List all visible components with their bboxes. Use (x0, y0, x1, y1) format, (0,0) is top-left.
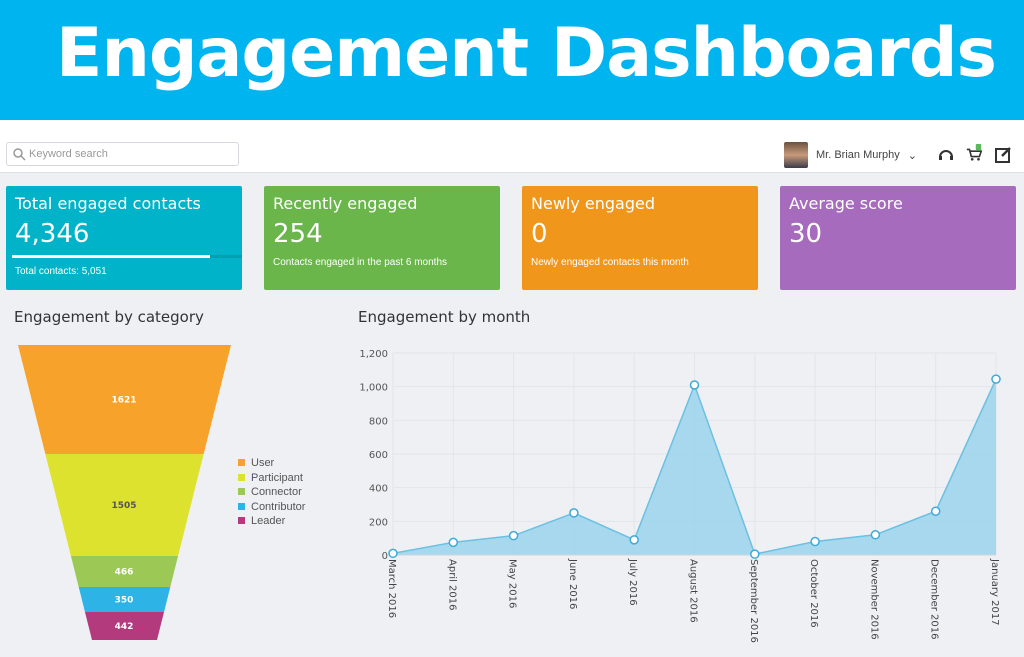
data-point[interactable] (750, 549, 760, 559)
legend-swatch (238, 517, 245, 524)
x-tick-label: August 2016 (688, 559, 699, 623)
funnel-segment-leader[interactable] (84, 612, 165, 640)
legend-item: Connector (238, 485, 305, 500)
data-point[interactable] (569, 508, 579, 518)
search-icon (13, 147, 26, 161)
legend-label: User (251, 457, 275, 469)
banner: Engagement Dashboards (0, 0, 1024, 120)
legend-swatch (238, 473, 245, 481)
card-newly-engaged: Newly engaged 0 Newly engaged contacts t… (522, 186, 758, 290)
y-tick-label: 0 (382, 551, 388, 562)
edit-icon[interactable] (994, 146, 1012, 164)
x-tick-label: July 2016 (627, 558, 638, 606)
card-subtitle: Total contacts: 5,051 (15, 266, 107, 277)
legend-item: Participant (238, 471, 305, 486)
avatar (784, 142, 808, 168)
card-total-engaged: Total engaged contacts 4,346 Total conta… (6, 186, 242, 290)
card-recently-engaged: Recently engaged 254 Contacts engaged in… (264, 186, 500, 290)
y-tick-label: 600 (369, 450, 388, 461)
legend-item: User (238, 456, 305, 471)
progress-bar (12, 255, 242, 258)
funnel-value-label: 350 (115, 596, 134, 606)
data-point[interactable] (448, 537, 459, 548)
data-point[interactable] (388, 548, 398, 559)
x-tick-label: June 2016 (567, 558, 578, 609)
card-value: 0 (531, 219, 548, 249)
y-tick-label: 1,200 (359, 349, 388, 360)
funnel-segment-user[interactable] (18, 345, 231, 454)
user-menu[interactable]: Mr. Brian Murphy ⌄ (784, 142, 917, 168)
y-tick-label: 200 (369, 517, 388, 528)
y-tick-label: 1,000 (359, 383, 388, 394)
legend-label: Connector (251, 486, 302, 498)
user-name: Mr. Brian Murphy (816, 149, 900, 161)
funnel-segment-participant[interactable] (45, 454, 204, 556)
data-point[interactable] (930, 506, 941, 516)
area-fill (393, 379, 996, 555)
funnel-value-label: 466 (115, 568, 134, 578)
legend-swatch (238, 488, 245, 495)
data-point[interactable] (991, 374, 1001, 384)
data-point[interactable] (629, 535, 639, 545)
x-tick-label: September 2016 (748, 559, 759, 643)
x-tick-label: January 2017 (989, 558, 1000, 626)
card-title: Total engaged contacts (15, 194, 201, 213)
card-value: 4,346 (15, 219, 90, 249)
search-input[interactable]: Keyword search (6, 142, 239, 166)
cart-icon[interactable] (965, 144, 983, 162)
funnel-segment-contributor[interactable] (78, 587, 171, 612)
legend-label: Participant (251, 471, 303, 484)
legend-item: Leader (238, 514, 305, 529)
data-point[interactable] (870, 530, 881, 540)
funnel-legend: User Participant Connector Contributor Leade… (238, 456, 305, 529)
legend-swatch (238, 459, 245, 466)
funnel-segment-connector[interactable] (70, 556, 179, 587)
card-title: Newly engaged (531, 194, 655, 213)
x-tick-label: May 2016 (507, 559, 518, 608)
data-point[interactable] (689, 380, 700, 390)
legend-label: Contributor (251, 500, 306, 513)
card-value: 30 (789, 219, 823, 249)
funnel-chart: 1621 1505 466 350 442 (18, 345, 231, 640)
data-point[interactable] (508, 530, 519, 541)
funnel-title: Engagement by category (14, 308, 204, 326)
funnel-value-label: 1621 (111, 396, 136, 406)
card-subtitle: Contacts engaged in the past 6 months (273, 257, 448, 268)
chevron-down-icon: ⌄ (907, 149, 917, 162)
card-title: Recently engaged (273, 194, 418, 213)
funnel-value-label: 442 (115, 622, 134, 632)
top-bar: Keyword search Mr. Brian Murphy ⌄ (0, 120, 1024, 173)
card-subtitle: Newly engaged contacts this month (531, 257, 689, 268)
x-tick-label: March 2016 (386, 559, 397, 618)
card-average-score: Average score 30 (780, 186, 1016, 290)
x-tick-label: April 2016 (446, 559, 457, 610)
legend-item: Contributor (238, 500, 305, 515)
x-tick-label: December 2016 (929, 559, 940, 639)
legend-swatch (238, 502, 245, 510)
area-chart-title: Engagement by month (358, 308, 531, 326)
legend-label: Leader (251, 515, 286, 527)
data-point[interactable] (810, 536, 820, 547)
funnel-value-label: 1505 (111, 501, 136, 511)
card-value: 254 (273, 219, 323, 249)
headset-icon[interactable] (937, 146, 955, 164)
banner-title: Engagement Dashboards (56, 14, 997, 93)
y-tick-label: 400 (369, 484, 388, 495)
card-title: Average score (789, 194, 903, 213)
x-tick-label: October 2016 (808, 559, 819, 628)
y-tick-label: 800 (369, 416, 388, 427)
search-placeholder: Keyword search (29, 148, 108, 160)
x-tick-label: November 2016 (868, 559, 879, 640)
